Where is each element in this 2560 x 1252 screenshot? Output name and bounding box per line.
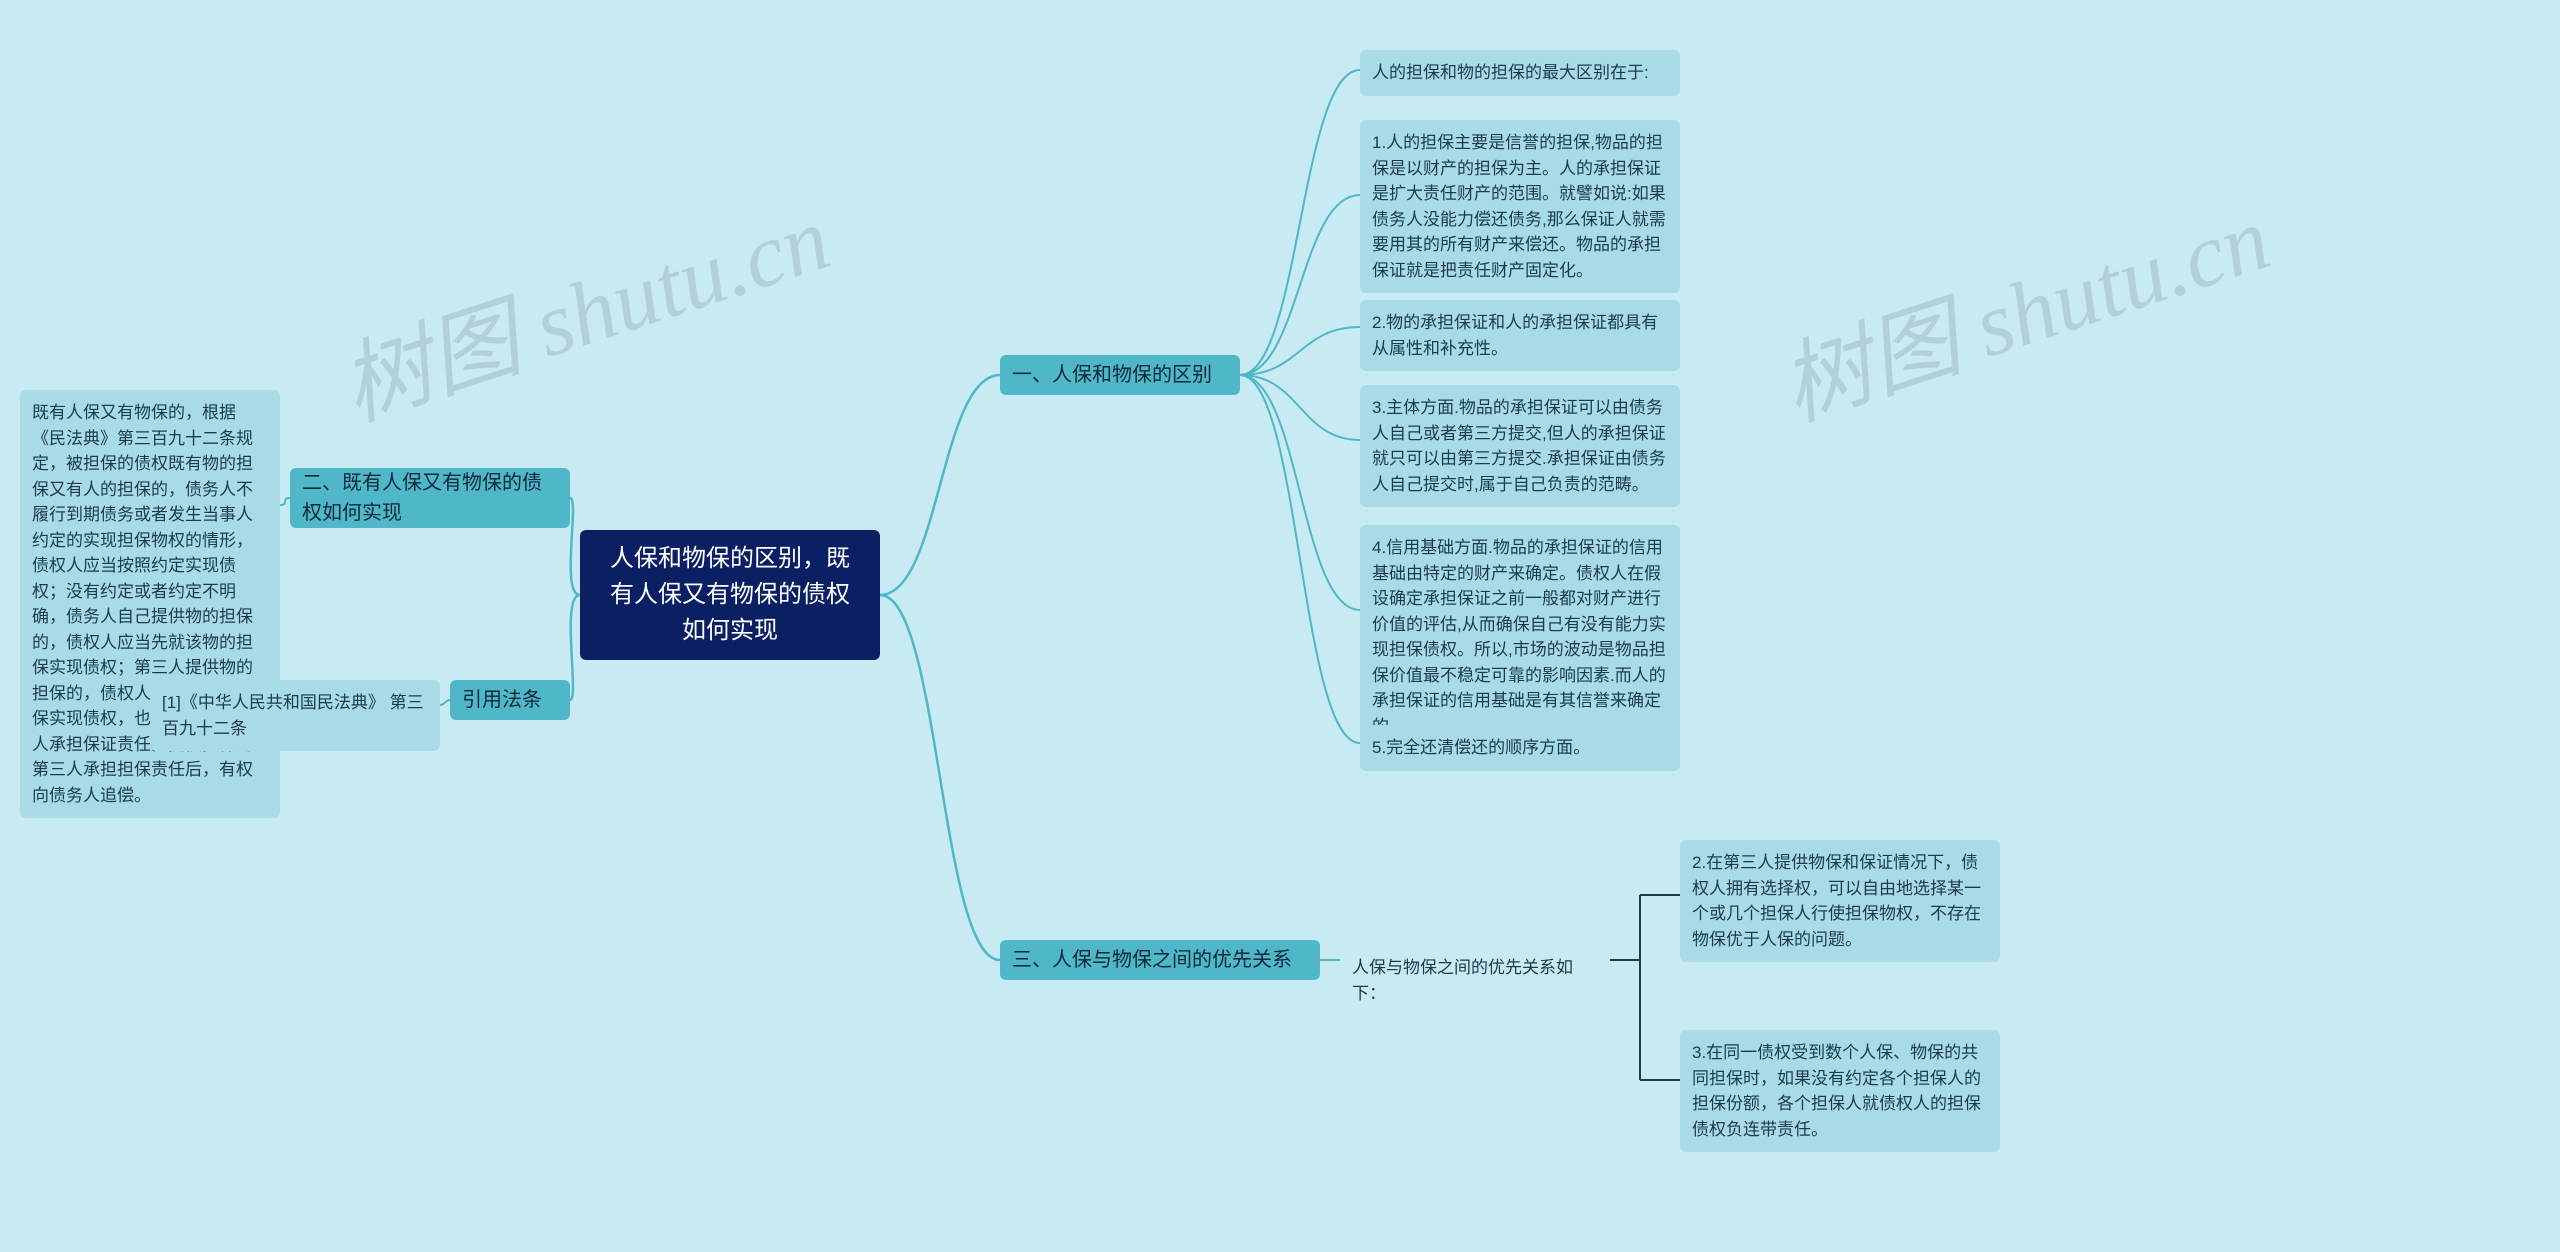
branch-ref-label: 引用法条	[462, 685, 542, 715]
branch-1-leaf-3[interactable]: 3.主体方面.物品的承担保证可以由债务人自己或者第三方提交,但人的承担保证就只可…	[1360, 385, 1680, 507]
branch-3-label: 三、人保与物保之间的优先关系	[1012, 945, 1292, 975]
leaf-label: 2.在第三人提供物保和保证情况下，债权人拥有选择权，可以自由地选择某一个或几个担…	[1692, 853, 1981, 949]
leaf-label: 3.在同一债权受到数个人保、物保的共同担保时，如果没有约定各个担保人的担保份额，…	[1692, 1043, 1981, 1139]
branch-3-sub: 人保与物保之间的优先关系如下：	[1340, 945, 1610, 1016]
branch-3[interactable]: 三、人保与物保之间的优先关系	[1000, 940, 1320, 980]
leaf-label: 人的担保和物的担保的最大区别在于:	[1372, 63, 1649, 82]
branch-2[interactable]: 二、既有人保又有物保的债权如何实现	[290, 468, 570, 528]
branch-1-leaf-0[interactable]: 人的担保和物的担保的最大区别在于:	[1360, 50, 1680, 96]
branch-1-leaf-5[interactable]: 5.完全还清偿还的顺序方面。	[1360, 725, 1680, 771]
leaf-label: 2.物的承担保证和人的承担保证都具有从属性和补充性。	[1372, 313, 1658, 358]
branch-1-leaf-4[interactable]: 4.信用基础方面.物品的承担保证的信用基础由特定的财产来确定。债权人在假设确定承…	[1360, 525, 1680, 749]
branch-ref-leaf-0[interactable]: [1]《中华人民共和国民法典》 第三百九十二条	[150, 680, 440, 751]
leaf-label: 5.完全还清偿还的顺序方面。	[1372, 738, 1590, 757]
root-label: 人保和物保的区别，既有人保又有物保的债权如何实现	[600, 541, 860, 649]
branch-2-leaf-0[interactable]: 既有人保又有物保的，根据《民法典》第三百九十二条规定，被担保的债权既有物的担保又…	[20, 390, 280, 818]
connector-layer	[0, 0, 2560, 1252]
leaf-label: 4.信用基础方面.物品的承担保证的信用基础由特定的财产来确定。债权人在假设确定承…	[1372, 538, 1666, 736]
branch-1[interactable]: 一、人保和物保的区别	[1000, 355, 1240, 395]
branch-1-leaf-1[interactable]: 1.人的担保主要是信誉的担保,物品的担保是以财产的担保为主。人的承担保证是扩大责…	[1360, 120, 1680, 293]
watermark-1: 树图 shutu.cn	[322, 165, 842, 445]
root-node[interactable]: 人保和物保的区别，既有人保又有物保的债权如何实现	[580, 530, 880, 660]
leaf-label: [1]《中华人民共和国民法典》 第三百九十二条	[162, 693, 424, 738]
branch-1-leaf-2[interactable]: 2.物的承担保证和人的承担保证都具有从属性和补充性。	[1360, 300, 1680, 371]
sub-label: 人保与物保之间的优先关系如下：	[1352, 958, 1573, 1003]
branch-3-leaf-1[interactable]: 3.在同一债权受到数个人保、物保的共同担保时，如果没有约定各个担保人的担保份额，…	[1680, 1030, 2000, 1152]
branch-ref[interactable]: 引用法条	[450, 680, 570, 720]
leaf-label: 3.主体方面.物品的承担保证可以由债务人自己或者第三方提交,但人的承担保证就只可…	[1372, 398, 1666, 494]
branch-3-leaf-0[interactable]: 2.在第三人提供物保和保证情况下，债权人拥有选择权，可以自由地选择某一个或几个担…	[1680, 840, 2000, 962]
leaf-label: 1.人的担保主要是信誉的担保,物品的担保是以财产的担保为主。人的承担保证是扩大责…	[1372, 133, 1666, 280]
branch-1-label: 一、人保和物保的区别	[1012, 360, 1212, 390]
watermark-2: 树图 shutu.cn	[1762, 165, 2282, 445]
branch-2-label: 二、既有人保又有物保的债权如何实现	[302, 468, 558, 528]
